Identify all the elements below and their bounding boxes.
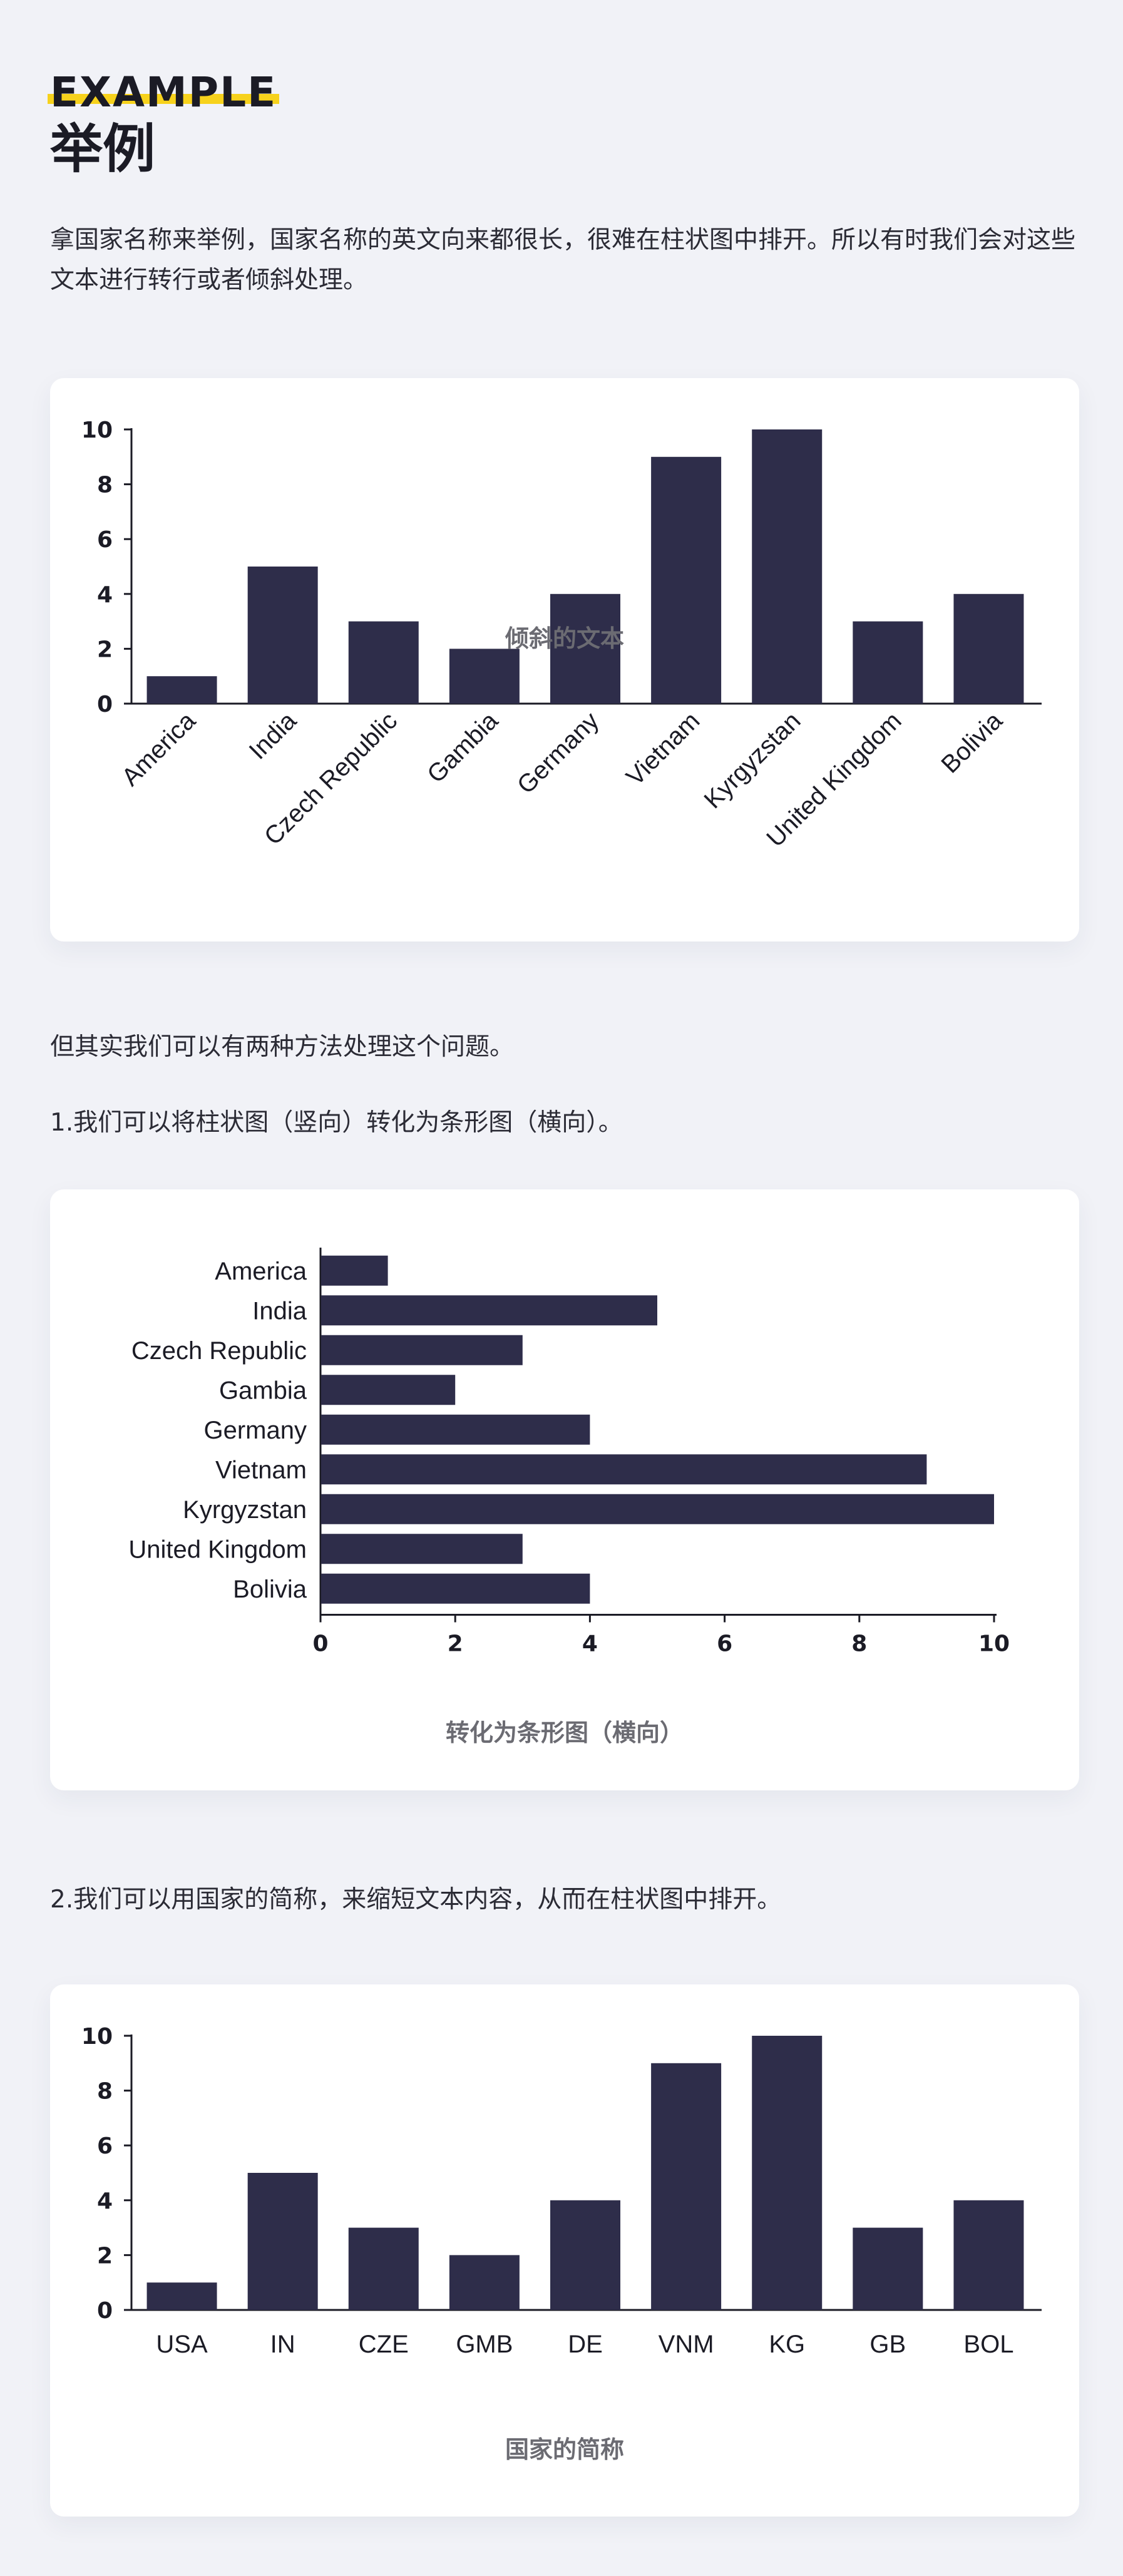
bar — [550, 2200, 620, 2310]
bar — [752, 429, 823, 704]
y-tick-label: 6 — [97, 527, 113, 553]
x-tick-label: Kyrgyzstan — [699, 707, 806, 814]
bar — [853, 2227, 923, 2310]
bar — [321, 1414, 590, 1445]
x-tick-label: GB — [869, 2331, 906, 2358]
y-tick-label: 10 — [81, 418, 113, 443]
y-tick-label: India — [252, 1297, 307, 1325]
chart-caption: 国家的简称 — [505, 2436, 624, 2463]
chart-horizontal-bars: 0 2 4 6 8 10 America India Czech Republic Gambia G… — [128, 1248, 1010, 1657]
highlight-bar — [48, 94, 280, 104]
y-tick-label: Vietnam — [215, 1456, 307, 1484]
page-title: 举例 — [50, 118, 156, 180]
x-tick-label: Vietnam — [621, 707, 705, 791]
y-tick-label: America — [215, 1258, 307, 1285]
bar — [321, 1375, 456, 1405]
method-2-paragraph: 2.我们可以用国家的简称，来缩短文本内容，从而在柱状图中排开。 — [50, 1886, 782, 1914]
chart-caption: 倾斜的文本 — [505, 625, 624, 652]
y-tick-label: 0 — [97, 2298, 113, 2324]
y-tick-label: 8 — [97, 473, 113, 498]
bar — [651, 2063, 722, 2310]
bar — [321, 1534, 523, 1564]
y-tick-label: 10 — [81, 2024, 113, 2050]
x-tick-label: Germany — [512, 707, 604, 799]
bar — [247, 567, 318, 704]
chart-card-horizontal: 0 2 4 6 8 10 America India Czech Republic Gambia G… — [50, 1189, 1079, 1790]
y-tick-label: United Kingdom — [128, 1536, 307, 1563]
eyebrow-text: EXAMPLE — [50, 68, 277, 116]
bar — [449, 649, 520, 704]
y-tick-label: 2 — [97, 637, 113, 662]
y-tick-label: 6 — [97, 2133, 113, 2159]
bar — [449, 2255, 520, 2310]
bar — [146, 2282, 217, 2310]
x-tick-label: 4 — [582, 1631, 598, 1657]
intro-paragraph: 拿国家名称来举例，国家名称的英文向来都很长，很难在柱状图中排开。所以有时我们会对… — [50, 226, 1076, 294]
x-tick-label: Gambia — [422, 707, 504, 789]
y-tick-label: 2 — [97, 2243, 113, 2269]
y-tick-label: Germany — [204, 1417, 307, 1444]
x-tick-label: 6 — [717, 1631, 732, 1657]
chart-abbreviated-labels: 0 2 4 6 8 10 USA IN CZE GMB DE VNM KG GB BOL — [81, 2024, 1042, 2358]
eyebrow-label: EXAMPLE — [48, 68, 280, 116]
bar — [550, 593, 620, 704]
x-tick-label: BOL — [963, 2331, 1013, 2358]
bar — [321, 1335, 523, 1365]
x-tick-label: GMB — [456, 2331, 513, 2358]
chart-card-abbreviated: 0 2 4 6 8 10 USA IN CZE GMB DE VNM KG GB BOL 国家的简称 — [50, 1984, 1079, 2517]
bar — [348, 621, 419, 704]
bar — [348, 2227, 419, 2310]
x-tick-label: KG — [769, 2331, 805, 2358]
x-tick-label: America — [116, 707, 201, 791]
chart-caption: 转化为条形图（横向） — [445, 1719, 684, 1747]
x-tick-label: 8 — [851, 1631, 867, 1657]
bar — [752, 2036, 823, 2310]
y-tick-label: Kyrgyzstan — [183, 1496, 307, 1524]
y-tick-label: Bolivia — [233, 1576, 307, 1603]
bar — [146, 676, 217, 704]
bar — [853, 621, 923, 704]
section-heading: EXAMPLE 举例 — [48, 68, 280, 180]
x-tick-label: Bolivia — [936, 707, 1008, 779]
y-tick-label: 4 — [97, 2189, 113, 2214]
x-tick-label: 0 — [312, 1631, 328, 1657]
bar — [651, 456, 722, 704]
y-tick-label: 0 — [97, 692, 113, 717]
bar — [247, 2173, 318, 2310]
y-tick-label: 8 — [97, 2079, 113, 2105]
x-tick-label: India — [244, 707, 302, 765]
bar — [321, 1494, 994, 1524]
bar — [953, 2200, 1024, 2310]
chart-card-rotated: 0 2 4 6 8 10 America India Czech Republic Gambia G… — [50, 378, 1079, 942]
x-tick-label: USA — [156, 2331, 208, 2358]
x-tick-label: CZE — [359, 2331, 409, 2358]
bar — [321, 1255, 388, 1286]
x-tick-label: VNM — [659, 2331, 714, 2358]
x-tick-label: 10 — [978, 1631, 1010, 1657]
method-1-paragraph: 1.我们可以将柱状图（竖向）转化为条形图（横向）。 — [50, 1109, 623, 1137]
bar — [953, 593, 1024, 704]
middle-paragraph: 但其实我们可以有两种方法处理这个问题。 — [50, 1033, 515, 1061]
y-tick-label: Gambia — [219, 1377, 307, 1404]
x-tick-label: DE — [568, 2331, 603, 2358]
y-tick-label: Czech Republic — [131, 1337, 307, 1365]
bar — [321, 1573, 590, 1604]
bar — [321, 1295, 657, 1326]
y-tick-label: 4 — [97, 582, 113, 608]
x-tick-label: IN — [270, 2331, 295, 2358]
x-tick-label: 2 — [448, 1631, 463, 1657]
bar — [321, 1454, 927, 1485]
